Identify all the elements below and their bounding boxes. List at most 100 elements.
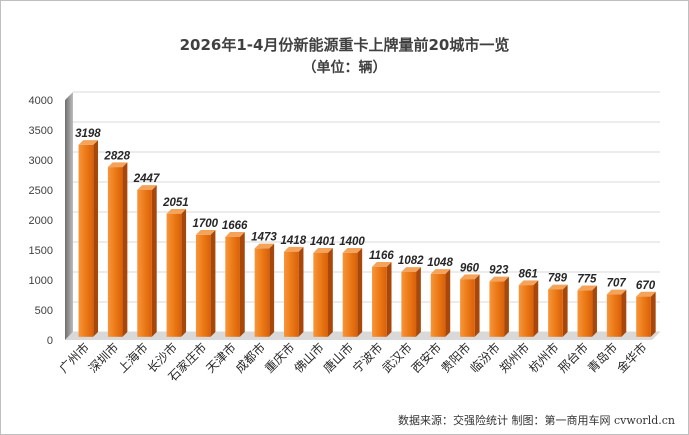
x-tick-label-13: 贵阳市 <box>437 340 473 376</box>
bar-side-0 <box>93 140 99 337</box>
data-label-2: 2447 <box>133 173 160 185</box>
x-tick-label-14: 临汾市 <box>467 340 503 376</box>
x-tick-label-19: 金华市 <box>614 340 650 376</box>
bar-front-5 <box>225 236 240 337</box>
y-tick-label-1: 500 <box>35 305 53 317</box>
bar-front-1 <box>107 167 123 337</box>
bar-13 <box>460 274 480 337</box>
x-tick-label-15: 郑州市 <box>496 340 532 376</box>
bar-side-7 <box>298 246 304 337</box>
chart-subtitle: （单位：辆） <box>302 60 387 76</box>
bar-top-11 <box>401 267 421 272</box>
y-tick-label-0: 0 <box>47 335 53 347</box>
bar-top-10 <box>372 262 392 267</box>
data-label-6: 1473 <box>251 232 277 244</box>
bar-side-17 <box>592 285 597 337</box>
bar-front-4 <box>195 234 211 337</box>
bar-11 <box>401 267 421 337</box>
bar-side-8 <box>328 247 333 337</box>
bar-14 <box>489 276 509 337</box>
y-tick-label-3: 1500 <box>29 245 53 257</box>
data-label-11: 1082 <box>398 255 424 267</box>
data-label-19: 670 <box>636 280 656 292</box>
bar-top-17 <box>577 285 597 291</box>
y-tick-label-4: 2000 <box>29 215 53 227</box>
bar-front-0 <box>78 144 94 337</box>
bar-top-5 <box>225 232 245 237</box>
x-tick-label-18: 青岛市 <box>584 340 620 376</box>
x-tick-label-2: 上海市 <box>115 340 151 376</box>
bar-8 <box>313 247 333 337</box>
data-label-12: 1048 <box>427 257 453 269</box>
bar-9 <box>342 248 363 337</box>
bar-front-17 <box>577 290 593 337</box>
bar-side-13 <box>474 274 480 337</box>
bar-top-16 <box>548 284 568 290</box>
bar-side-3 <box>181 208 187 337</box>
x-tick-label-8: 佛山市 <box>291 340 327 376</box>
y-tick-label-5: 2500 <box>29 185 53 197</box>
data-label-13: 960 <box>460 262 480 274</box>
bar-18 <box>606 289 627 337</box>
left-wall-panel <box>65 92 73 340</box>
data-label-4: 1700 <box>192 218 218 230</box>
bar-3 <box>166 208 187 337</box>
bar-front-7 <box>283 251 299 337</box>
bar-front-14 <box>489 281 505 337</box>
bar-12 <box>430 269 451 337</box>
x-tick-label-9: 唐山市 <box>320 340 356 376</box>
bar-top-0 <box>78 140 99 145</box>
source-note: 数据来源：交强险统计 制图：第一商用车网 cvworld.cn <box>398 414 675 427</box>
bar-side-1 <box>122 162 128 337</box>
bar-side-14 <box>504 276 509 337</box>
y-tick-label-2: 1000 <box>29 275 53 287</box>
data-label-1: 2828 <box>103 150 130 162</box>
bar-top-18 <box>606 289 627 295</box>
x-tick-label-16: 杭州市 <box>526 340 562 376</box>
bar-front-2 <box>137 189 152 337</box>
floor-panel <box>65 332 660 340</box>
bar-front-8 <box>313 252 329 337</box>
bar-top-2 <box>137 185 157 190</box>
bar-top-4 <box>195 230 216 235</box>
bar-1 <box>107 162 128 337</box>
data-label-15: 861 <box>519 268 538 280</box>
data-label-10: 1166 <box>369 250 394 262</box>
data-label-5: 1666 <box>222 220 248 232</box>
y-axis-ticks: 0 500 1000 1500 2000 2500 3000 3500 4000 <box>29 95 53 347</box>
data-label-14: 923 <box>489 265 509 277</box>
x-tick-label-0: 广州市 <box>56 340 92 376</box>
bar-side-10 <box>386 262 392 337</box>
bar-10 <box>372 262 392 337</box>
bar-top-1 <box>107 162 128 168</box>
x-tick-label-11: 武汉市 <box>379 340 415 376</box>
bar-front-15 <box>518 285 534 337</box>
chart-title: 2026年1-4月份新能源重卡上牌量前20城市一览 <box>179 36 510 54</box>
bar-front-11 <box>401 271 417 337</box>
bar-2 <box>137 185 157 337</box>
bar-16 <box>548 284 568 337</box>
x-tick-label-1: 深圳市 <box>85 340 121 376</box>
bar-7 <box>283 246 304 337</box>
bar-front-19 <box>636 296 651 337</box>
x-tick-label-5: 天津市 <box>203 340 239 376</box>
bar-19 <box>636 291 656 337</box>
bar-top-3 <box>166 208 187 214</box>
bar-front-12 <box>430 273 446 337</box>
x-tick-label-12: 西安市 <box>408 340 444 376</box>
data-label-16: 789 <box>548 273 568 285</box>
bar-top-8 <box>313 247 333 253</box>
bar-side-2 <box>151 185 157 337</box>
data-label-8: 1401 <box>310 236 336 248</box>
x-tick-label-10: 宁波市 <box>349 340 385 376</box>
data-label-3: 2051 <box>162 197 189 209</box>
data-label-7: 1418 <box>281 235 307 247</box>
bar-17 <box>577 285 597 337</box>
bar-4 <box>195 230 216 337</box>
data-label-0: 3198 <box>75 128 101 140</box>
data-label-18: 707 <box>607 278 627 290</box>
bar-top-19 <box>636 291 656 297</box>
bar-front-10 <box>372 266 387 337</box>
